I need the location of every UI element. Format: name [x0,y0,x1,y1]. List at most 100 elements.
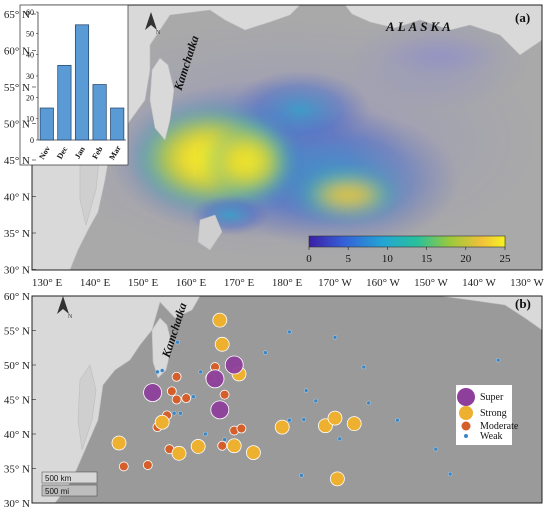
lon-tick-label: 140° W [462,277,496,289]
legend-label: Weak [480,431,503,442]
storm-point-weak [448,471,453,477]
storm-point-weak [203,431,208,437]
scale-bar-km [41,471,98,484]
legend-marker-moderate [461,421,471,431]
alaska-label: ALASKA [385,19,454,34]
legend-marker-super [457,388,475,406]
storm-point-strong [190,439,206,454]
north-arrow-b: N [57,296,73,320]
colorbar-tick-label: 15 [421,253,433,265]
inset-ytick-label: 30 [26,72,34,81]
inset-bar [110,107,125,141]
storm-point-moderate [236,423,247,434]
legend-marker-weak [464,434,468,438]
inset-ytick-label: 60 [26,8,34,17]
storm-point-weak [337,436,342,441]
scale-km-label: 500 km [45,474,72,483]
storm-point-weak [301,417,306,422]
storm-point-weak [287,418,292,423]
lon-tick-label: 160° W [366,277,400,289]
inset-ytick-label: 50 [26,29,34,38]
storm-point-moderate [166,386,177,397]
storm-point-weak [191,394,196,399]
lat-tick-label: 45° N [4,155,30,167]
inset-background [19,4,129,166]
storm-point-weak [304,388,309,393]
lon-tick-label: 170° E [224,277,255,289]
colorbar-tick-label: 25 [500,253,512,265]
panel-a-label: (a) [515,10,530,25]
lon-tick-label: 170° W [318,277,352,289]
colorbar-tick-label: 0 [306,253,312,265]
north-arrow-b-label: N [68,314,73,320]
inset-bar [57,64,72,141]
storm-point-weak [433,447,438,452]
storm-point-weak [299,473,304,478]
lon-tick-label: 130° E [32,277,63,289]
storm-point-strong [226,438,242,454]
panel-b-storm-map: Kamchatka (b) N SuperStrongModerateWeak … [4,291,543,510]
storm-point-weak [155,369,160,375]
lat-tick-label: 55° N [4,82,30,94]
storm-point-super [143,383,163,403]
lat-tick-label: 30° N [4,498,30,510]
colorbar-tick-label: 10 [382,253,394,265]
lat-tick-label: 65° N [4,9,30,21]
storm-point-strong [171,445,187,461]
storm-point-weak [287,329,292,335]
storm-point-strong [274,419,290,435]
lon-tick-label: 150° E [128,277,159,289]
north-arrow-a-label: N [156,30,161,36]
legend-marker-strong [459,406,473,420]
storm-point-moderate [219,389,230,400]
scale-bar: 500 km 500 mi [41,471,98,497]
storm-point-strong [346,416,362,432]
colorbar-tick-label: 20 [460,253,472,265]
storm-point-moderate [118,461,129,472]
storm-point-weak [366,400,371,406]
inset-bar [39,107,54,141]
lat-tick-label: 35° N [4,464,30,476]
lon-tick-label: 130° W [510,277,544,289]
storm-point-weak [496,358,501,363]
lat-tick-label: 50° N [4,119,30,131]
lat-tick-label: 35° N [4,228,30,240]
storm-point-weak [332,335,338,340]
storm-density-heatmap [40,10,540,260]
lat-tick-label: 45° N [4,395,30,407]
storm-point-weak [198,369,203,375]
storm-point-moderate [171,371,182,382]
storm-points [111,312,501,487]
colorbar-tick-label: 5 [345,253,351,265]
lat-tick-label: 60° N [4,46,30,58]
north-arrow-a: N [145,12,161,36]
storm-point-super [224,355,244,375]
storm-point-weak [263,350,268,355]
lat-tick-label: 30° N [4,265,30,277]
colorbar-gradient [308,235,506,248]
lon-tick-label: 160° E [176,277,207,289]
inset-ytick-label: 40 [26,51,34,60]
storm-point-strong [212,312,228,328]
storm-point-strong [154,414,170,430]
inset-bar [74,24,90,141]
legend-label: Super [480,392,504,403]
storm-point-moderate [171,394,182,405]
storm-point-moderate [217,440,228,451]
lon-tick-label: 180° E [272,277,303,289]
storm-point-strong [111,435,127,451]
storm-point-moderate [181,393,192,404]
storm-point-weak [160,368,165,373]
storm-point-strong [327,410,343,426]
inset-bar [92,84,107,141]
lat-tick-label: 40° N [4,192,30,204]
inset-ytick-label: 10 [26,115,34,124]
inset-ytick-label: 0 [30,136,34,145]
storm-point-weak [178,411,183,416]
storm-point-strong [329,471,345,487]
storm-point-super [205,369,225,389]
storm-point-weak [313,398,318,404]
